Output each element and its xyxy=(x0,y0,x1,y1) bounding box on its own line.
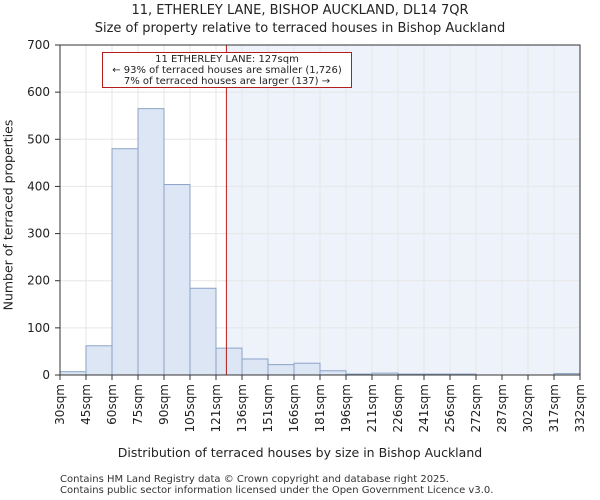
x-tick-label: 166sqm xyxy=(287,384,301,432)
bar-136sqm xyxy=(241,358,269,376)
y-tick-label: 500 xyxy=(27,132,50,146)
bar-75sqm xyxy=(137,108,165,376)
y-tick-label: 100 xyxy=(27,321,50,335)
x-tick-label: 151sqm xyxy=(261,384,275,432)
x-tick-label: 30sqm xyxy=(53,384,67,425)
x-tick-label: 272sqm xyxy=(469,384,483,432)
chart-title-address: 11, ETHERLEY LANE, BISHOP AUCKLAND, DL14… xyxy=(131,3,469,18)
y-tick-label: 200 xyxy=(27,274,50,288)
y-tick-label: 0 xyxy=(42,368,50,382)
bar-166sqm xyxy=(293,362,321,376)
y-tick-label: 400 xyxy=(27,179,50,193)
bar-90sqm xyxy=(163,184,191,376)
x-tick-label: 211sqm xyxy=(365,384,379,432)
bar-181sqm xyxy=(319,370,347,376)
y-tick-label: 700 xyxy=(27,38,50,52)
x-tick-label: 317sqm xyxy=(547,384,561,432)
bar-151sqm xyxy=(267,364,295,376)
x-tick-label: 121sqm xyxy=(209,384,223,432)
bar-105sqm xyxy=(189,287,217,376)
x-tick-label: 196sqm xyxy=(339,384,353,432)
annotation-title: 11 ETHERLEY LANE: 127sqm xyxy=(155,54,299,65)
x-tick-label: 181sqm xyxy=(313,384,327,432)
x-tick-label: 332sqm xyxy=(573,384,587,432)
property-annotation: 11 ETHERLEY LANE: 127sqm ← 93% of terrac… xyxy=(102,52,352,88)
bar-60sqm xyxy=(111,148,139,376)
annotation-smaller: ← 93% of terraced houses are smaller (1,… xyxy=(112,65,342,76)
x-tick-label: 241sqm xyxy=(417,384,431,432)
bar-45sqm xyxy=(85,345,113,376)
annotation-larger: 7% of terraced houses are larger (137) → xyxy=(123,76,331,87)
footer-licence: Contains public sector information licen… xyxy=(60,485,494,496)
x-tick-label: 226sqm xyxy=(391,384,405,432)
x-tick-label: 45sqm xyxy=(79,384,93,425)
x-tick-label: 302sqm xyxy=(521,384,535,432)
larger-region-shade xyxy=(226,45,580,375)
y-axis-label: Number of terraced properties xyxy=(0,119,16,311)
footer-copyright: Contains HM Land Registry data © Crown c… xyxy=(60,474,449,485)
x-tick-label: 60sqm xyxy=(105,384,119,425)
x-tick-label: 136sqm xyxy=(235,384,249,432)
y-tick-label: 600 xyxy=(27,85,50,99)
x-axis-label: Distribution of terraced houses by size … xyxy=(117,445,483,460)
bar-121sqm xyxy=(215,347,243,376)
x-tick-label: 75sqm xyxy=(131,384,145,425)
chart-title: Size of property relative to terraced ho… xyxy=(94,21,506,36)
x-tick-label: 90sqm xyxy=(157,384,171,425)
x-tick-label: 256sqm xyxy=(443,384,457,432)
x-tick-label: 105sqm xyxy=(183,384,197,432)
y-tick-label: 300 xyxy=(27,227,50,241)
x-tick-label: 287sqm xyxy=(495,384,509,432)
